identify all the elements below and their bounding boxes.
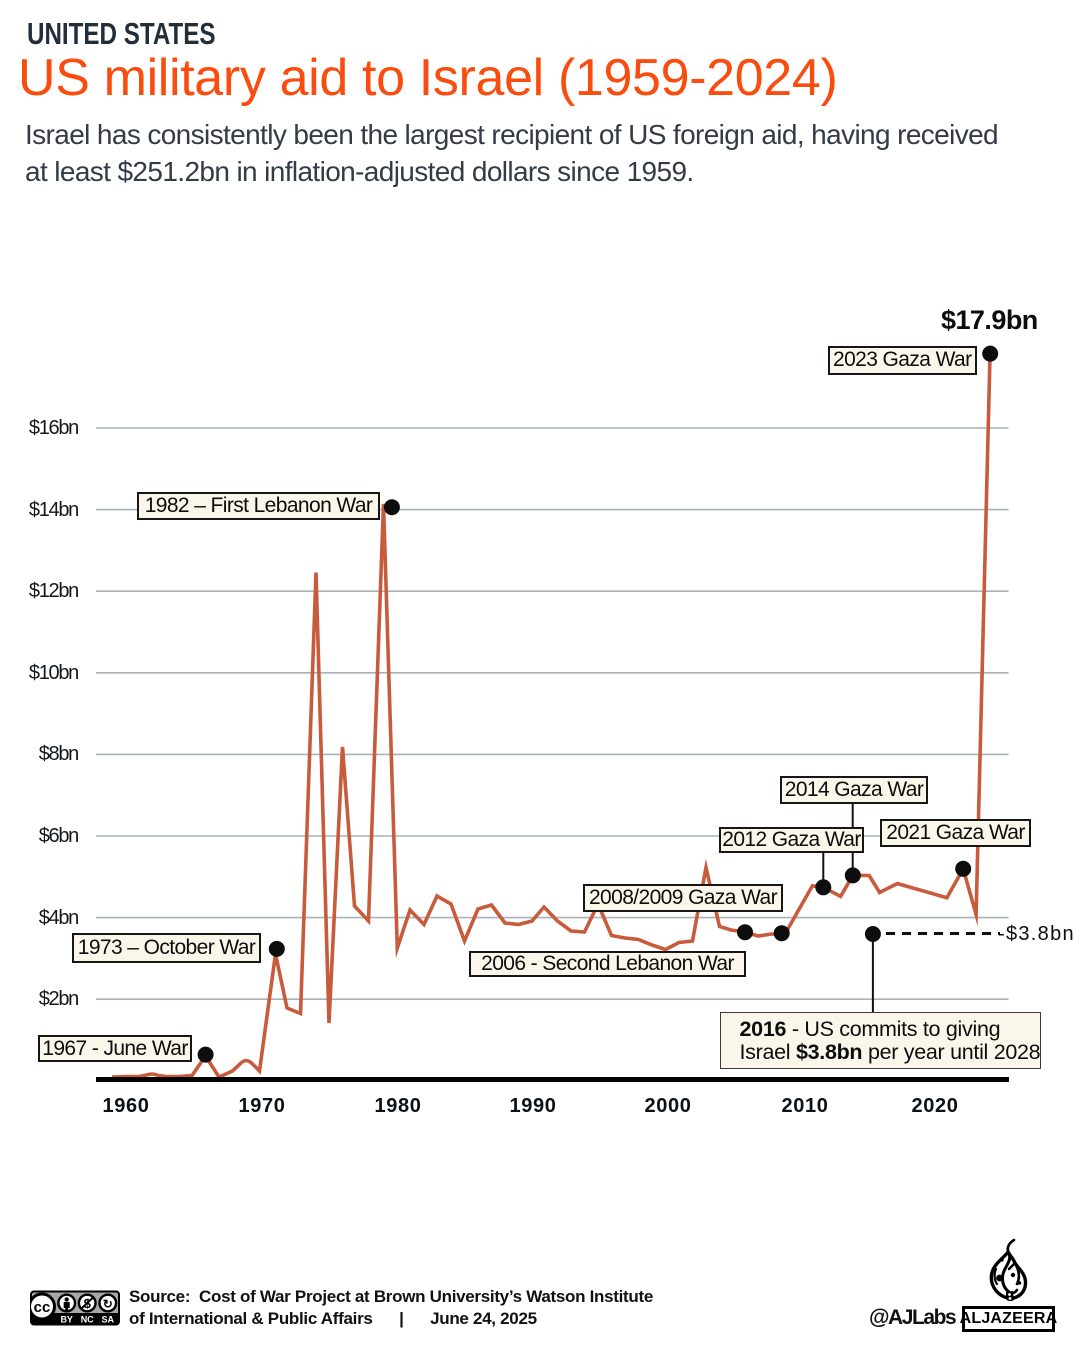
svg-text:BY: BY [60, 1315, 73, 1325]
svg-text:SA: SA [102, 1315, 115, 1325]
svg-text:↻: ↻ [103, 1297, 113, 1311]
svg-text:NC: NC [81, 1315, 94, 1325]
svg-text:cc: cc [34, 1299, 51, 1316]
